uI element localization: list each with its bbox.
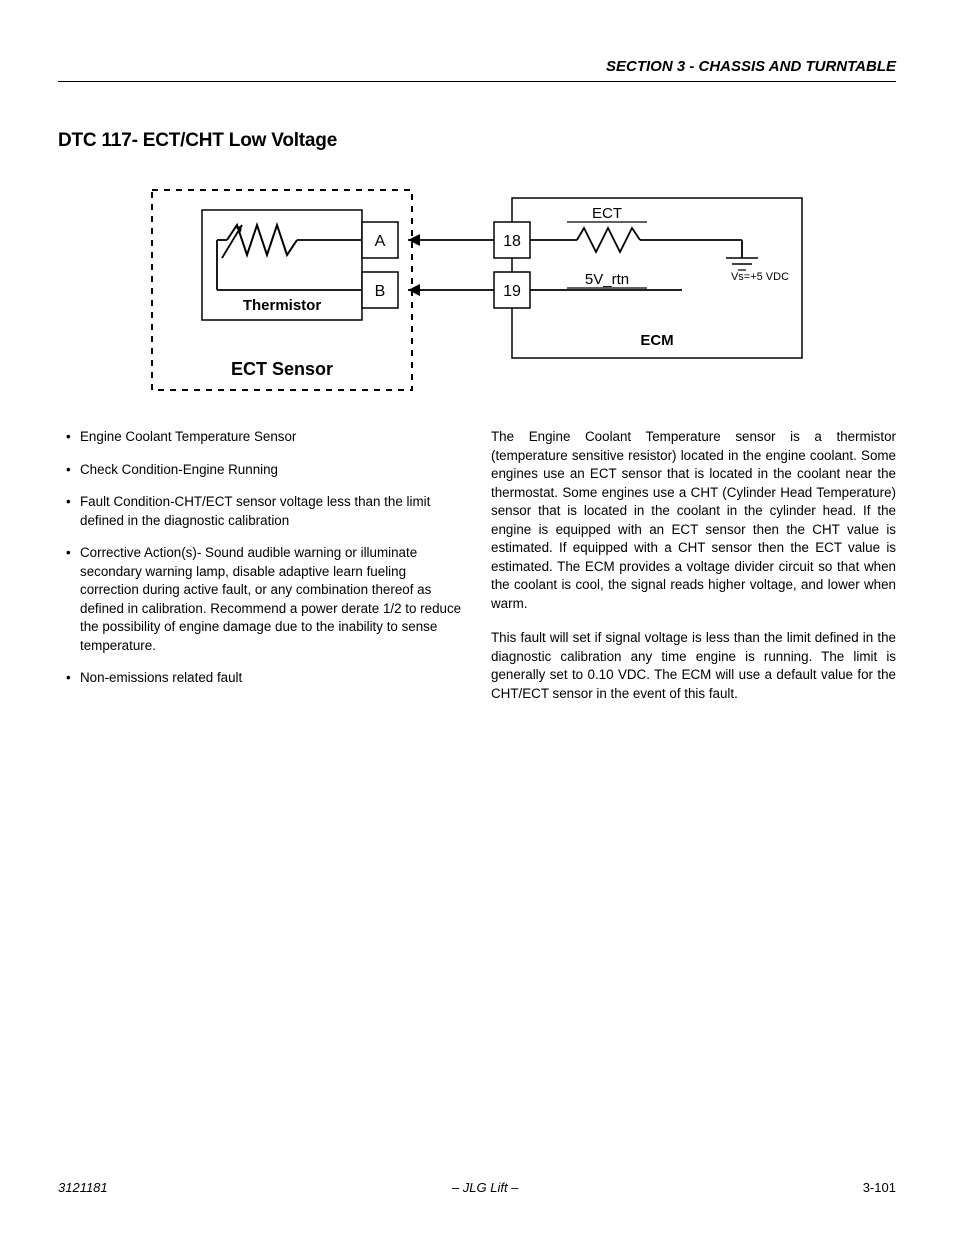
bullet-list-column: Engine Coolant Temperature Sensor Check C… [58, 428, 463, 719]
svg-text:19: 19 [503, 283, 521, 300]
page-title: DTC 117- ECT/CHT Low Voltage [58, 130, 896, 152]
fault-bullet-list: Engine Coolant Temperature Sensor Check C… [58, 428, 463, 688]
doc-number: 3121181 [58, 1180, 108, 1195]
list-item: Engine Coolant Temperature Sensor [58, 428, 463, 447]
page-container: SECTION 3 - CHASSIS AND TURNTABLE DTC 11… [0, 0, 954, 1235]
svg-text:ECT Sensor: ECT Sensor [231, 359, 333, 379]
svg-text:A: A [375, 233, 386, 250]
page-footer: 3121181 – JLG Lift – 3-101 [58, 1160, 896, 1195]
list-item: Corrective Action(s)- Sound audible warn… [58, 544, 463, 655]
description-column: The Engine Coolant Temperature sensor is… [491, 428, 896, 719]
circuit-diagram: Thermistor A B ECT Sensor 18 19 ECT Vs=+5 VDC 5V… [58, 180, 896, 400]
description-paragraph: The Engine Coolant Temperature sensor is… [491, 428, 896, 613]
ect-sensor-schematic: Thermistor A B ECT Sensor 18 19 ECT Vs=+5 VDC 5V… [142, 180, 812, 400]
footer-center: – JLG Lift – [452, 1180, 518, 1195]
svg-text:Vs=+5 VDC: Vs=+5 VDC [731, 271, 789, 283]
svg-text:Thermistor: Thermistor [243, 297, 322, 314]
page-number: 3-101 [863, 1180, 896, 1195]
svg-text:ECT: ECT [592, 205, 622, 222]
svg-text:ECM: ECM [640, 332, 673, 349]
svg-text:5V_rtn: 5V_rtn [585, 271, 629, 288]
svg-text:18: 18 [503, 233, 521, 250]
list-item: Non-emissions related fault [58, 669, 463, 688]
list-item: Check Condition-Engine Running [58, 461, 463, 480]
content-columns: Engine Coolant Temperature Sensor Check C… [58, 428, 896, 719]
section-header: SECTION 3 - CHASSIS AND TURNTABLE [58, 58, 896, 82]
svg-text:B: B [375, 283, 386, 300]
description-paragraph: This fault will set if signal voltage is… [491, 629, 896, 703]
list-item: Fault Condition-CHT/ECT sensor voltage l… [58, 493, 463, 530]
